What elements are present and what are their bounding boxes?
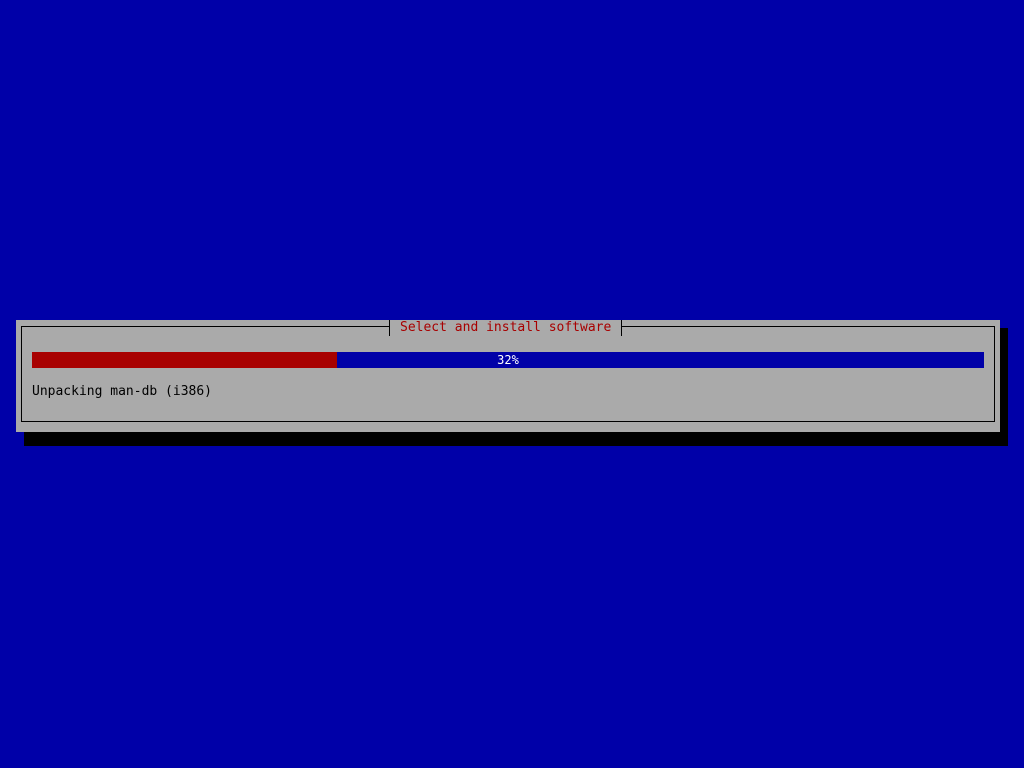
progress-bar: 32% [32,352,984,368]
progress-fill [32,352,337,368]
dialog-title: Select and install software [389,320,623,336]
install-progress-dialog: Select and install software 32% Unpackin… [16,320,1000,432]
dialog-frame [21,326,995,422]
progress-percent: 32% [497,353,519,367]
status-text: Unpacking man-db (i386) [32,384,213,399]
